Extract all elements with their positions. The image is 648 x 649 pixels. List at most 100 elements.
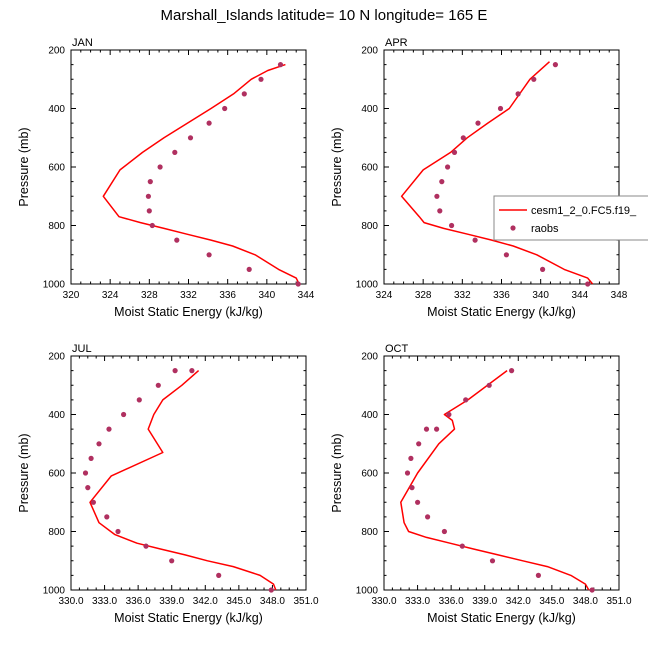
legend: cesm1_2_0.FC5.f19_ raobs [493,195,648,241]
oct-obs-point [589,587,595,593]
oct-x-tick-label: 342.0 [506,596,531,607]
oct-x-tick-label: 348.0 [573,596,598,607]
jan-obs-point [157,164,163,170]
jul-x-tick-label: 342.0 [193,596,218,607]
legend-obs-label: raobs [531,223,559,235]
legend-marker-swatch [510,225,516,231]
panel-jan: 320 324 328 332 336 340 344 200 400 600 800 1000 Moi… [17,37,315,319]
oct-obs-point [408,455,414,461]
apr-obs-point [552,62,559,68]
apr-x-tick-label: 348 [611,290,628,301]
jan-obs-point [241,91,247,97]
apr-obs-point [439,179,445,185]
apr-y-axis-label: Pressure (mb) [330,127,344,206]
oct-x-axis-label: Moist Static Energy (kJ/kg) [427,611,576,625]
apr-obs-point [497,105,504,112]
jul-obs-point [155,382,161,388]
jan-x-tick-label: 344 [298,290,315,301]
apr-y-tick-label: 1000 [356,280,379,291]
jul-x-tick-label: 351.0 [293,596,318,607]
figure-title: Marshall_Islands latitude= 10 N longitud… [160,7,488,24]
apr-x-tick-label: 324 [376,290,393,301]
apr-obs-point [540,266,546,272]
jan-obs-point [145,193,151,199]
jan-y-tick-label: 600 [48,163,65,174]
apr-x-tick-label: 336 [493,290,510,301]
oct-obs-point [459,543,465,549]
apr-y-tick-label: 400 [361,104,378,115]
jul-obs-point [172,368,178,374]
jan-x-tick-label: 332 [180,290,197,301]
apr-obs-point [434,193,440,199]
jan-obs-point [222,105,228,112]
jul-panel-label: JUL [72,343,92,355]
oct-y-tick-label: 800 [361,527,378,538]
jan-y-tick-label: 200 [48,46,65,57]
oct-obs-point [486,382,492,388]
jul-obs-point [115,528,121,535]
oct-obs-point [489,558,496,564]
jan-x-tick-label: 340 [258,290,275,301]
jan-obs-point [174,237,180,243]
jan-y-tick-label: 800 [48,221,65,232]
apr-obs-point [445,164,451,170]
apr-obs-point [437,208,443,214]
oct-obs-point [535,572,542,579]
legend-box [493,195,648,241]
panel-jul: 330.0 333.0 336.0 339.0 342.0 345.0 348.0 351.0… [17,343,319,625]
jan-obs-point [187,135,194,141]
apr-obs-point [449,222,455,229]
oct-obs-point [425,514,431,520]
oct-obs-point [446,411,452,418]
jan-obs-point [277,62,284,68]
jul-obs-point [82,470,89,476]
jul-obs-point [85,485,91,491]
jan-x-tick-label: 336 [219,290,236,301]
oct-y-tick-label: 1000 [356,586,379,597]
jul-x-axis-label: Moist Static Energy (kJ/kg) [114,611,263,625]
oct-obs-point [404,470,411,476]
jan-obs-point [172,149,178,155]
jan-x-tick-label: 320 [63,290,80,301]
jul-y-tick-label: 1000 [43,586,66,597]
jan-model-line [102,63,300,285]
oct-obs-point [509,368,515,374]
legend-model-label: cesm1_2_0.FC5.f19_ [531,205,637,217]
oct-y-tick-label: 600 [361,469,378,480]
jul-obs-point [106,426,112,432]
jul-obs-point [169,558,175,564]
jul-obs-point [121,411,127,418]
jul-x-tick-label: 336.0 [126,596,151,607]
jan-obs-point [206,252,212,258]
jan-x-axis-label: Moist Static Energy (kJ/kg) [114,305,263,319]
apr-obs-point [515,91,521,97]
oct-x-tick-label: 339.0 [472,596,497,607]
oct-y-axis-label: Pressure (mb) [330,433,344,512]
jul-x-tick-label: 348.0 [260,596,285,607]
apr-y-tick-label: 800 [361,221,378,232]
apr-obs-point [475,120,481,126]
apr-x-tick-label: 344 [571,290,588,301]
oct-x-tick-label: 330.0 [371,596,396,607]
apr-obs-point [472,237,478,243]
panel-oct: 330.0 333.0 336.0 339.0 342.0 345.0 348.0 351.0… [330,343,632,625]
panel-apr: 324 328 332 336 340 344 348 200 400 600 800 1000 Moi… [330,37,628,319]
oct-panel-label: OCT [385,343,409,355]
jul-x-tick-label: 339.0 [159,596,184,607]
oct-obs-point [415,499,421,505]
jan-obs-point [246,266,252,272]
jul-y-tick-label: 400 [48,410,65,421]
apr-obs-point [585,281,591,287]
jul-obs-point [216,572,222,579]
jul-y-axis-label: Pressure (mb) [17,433,31,512]
jan-obs-point [295,281,301,287]
oct-obs-point [416,441,422,447]
apr-x-tick-label: 328 [415,290,432,301]
apr-obs-point [503,252,509,258]
oct-obs-point [434,426,440,432]
jan-obs-point [206,120,212,126]
apr-y-tick-label: 600 [361,163,378,174]
jul-y-tick-label: 200 [48,352,65,363]
jul-obs-point [90,499,96,505]
